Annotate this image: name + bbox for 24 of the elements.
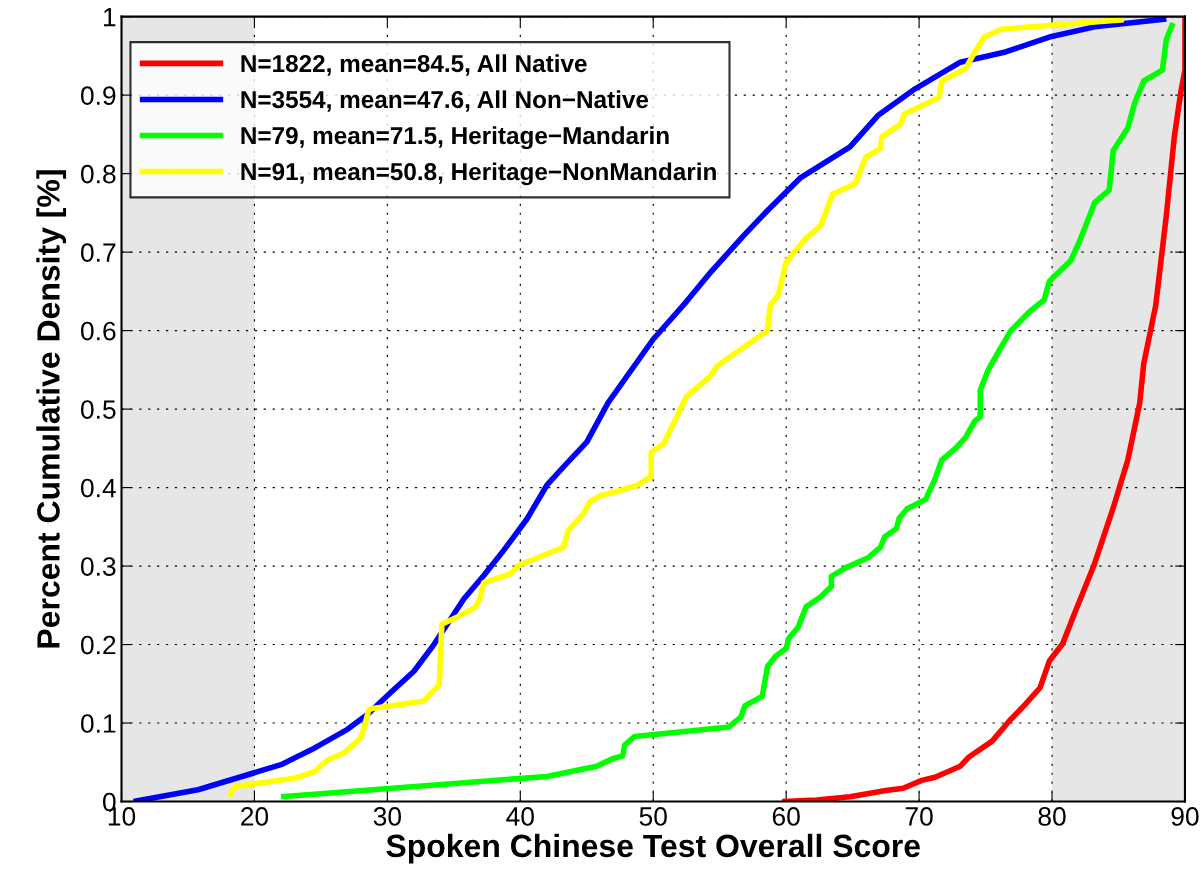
x-tick-label: 30 [373, 807, 402, 826]
y-tick-label: 0.5 [80, 400, 116, 419]
y-tick-label: 0.9 [80, 86, 116, 105]
x-tick-label: 70 [905, 807, 933, 826]
y-tick-label: 0.1 [80, 714, 116, 733]
x-axis-title: Spoken Chinese Test Overall Score [386, 833, 920, 864]
y-tick-label: 1 [103, 8, 116, 27]
x-tick-label: 20 [241, 807, 269, 826]
legend-label: N=3554, mean=47.6, All Non−Native [241, 90, 649, 112]
y-axis-title: Percent Cumulative Density [%] [36, 170, 67, 648]
y-tick-label: 0.3 [80, 557, 116, 576]
x-tick-label: 80 [1038, 807, 1066, 826]
legend-label: N=79, mean=71.5, Heritage−Mandarin [241, 126, 669, 150]
x-tick-label: 40 [506, 807, 534, 826]
y-tick-label: 0.8 [80, 164, 116, 184]
legend-label: N=1822, mean=84.5, All Native [241, 54, 587, 76]
y-tick-label: 0.7 [80, 243, 116, 262]
x-tick-label: 50 [639, 807, 667, 826]
x-tick-label: 90 [1171, 807, 1199, 826]
y-tick-label: 0.2 [80, 635, 116, 655]
y-tick-label: 0.6 [80, 321, 116, 341]
legend-label: N=91, mean=50.8, Heritage−NonMandarin [241, 162, 716, 186]
x-tick-label: 60 [772, 807, 800, 826]
y-tick-label: 0.4 [80, 478, 116, 498]
